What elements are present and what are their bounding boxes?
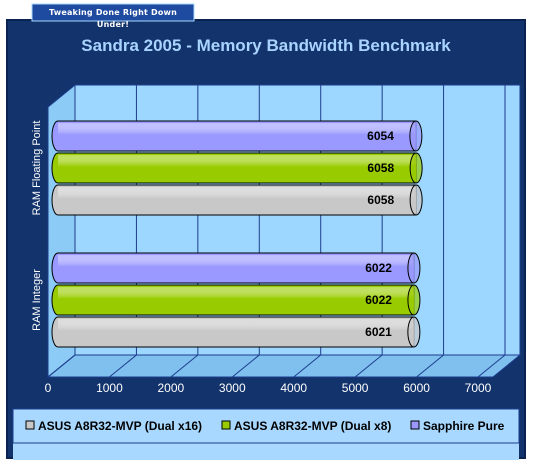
legend-item: ASUS A8R32-MVP (Dual x8) bbox=[221, 419, 391, 433]
bar-cap bbox=[409, 152, 423, 184]
grid-line-floor bbox=[231, 354, 260, 378]
bar-cap bbox=[409, 120, 423, 152]
bar: 6021 bbox=[51, 316, 421, 348]
bar-value-label: 6058 bbox=[367, 161, 394, 175]
plot-area: 6021 6022 6022 6058 6058 6054 0 1000 2000 3000 40… bbox=[31, 83, 522, 395]
bar-sheen bbox=[58, 255, 414, 281]
legend-item: ASUS A8R32-MVP (Dual x16) bbox=[25, 419, 202, 433]
x-tick-label: 0 bbox=[45, 381, 52, 395]
grid-line-floor bbox=[47, 354, 76, 378]
x-tick-label: 7000 bbox=[465, 381, 492, 395]
x-axis-ticks: 0 1000 2000 3000 4000 5000 6000 7000 bbox=[45, 381, 492, 395]
legend-box bbox=[12, 408, 520, 444]
bar: 6058 bbox=[51, 184, 423, 216]
grid-line-floor bbox=[109, 354, 137, 378]
grid-line-floor bbox=[416, 354, 444, 378]
category-label: RAM Floating Point bbox=[31, 121, 43, 216]
bar: 6022 bbox=[51, 284, 421, 316]
grid-line-floor bbox=[477, 354, 506, 378]
legend-swatch bbox=[25, 420, 35, 430]
bar-sheen bbox=[58, 187, 417, 213]
bar-value-label: 6021 bbox=[365, 325, 392, 339]
bar: 6054 bbox=[51, 120, 423, 152]
legend: ASUS A8R32-MVP (Dual x16) ASUS A8R32-MVP … bbox=[12, 408, 520, 444]
legend-swatch bbox=[221, 420, 231, 430]
bar-value-label: 6058 bbox=[367, 193, 394, 207]
tagline: Tweaking Done Right Down Under! bbox=[48, 8, 178, 29]
bars: 6021 6022 6022 6058 6058 6054 bbox=[51, 120, 423, 348]
legend-label: ASUS A8R32-MVP (Dual x8) bbox=[234, 419, 391, 433]
bar-sheen bbox=[58, 287, 414, 313]
x-tick-label: 4000 bbox=[280, 381, 307, 395]
y-axis-categories: RAM Integer RAM Floating Point bbox=[31, 121, 43, 331]
grid-line-floor bbox=[170, 354, 199, 378]
bar: 6022 bbox=[51, 252, 421, 284]
legend-item: Sapphire Pure bbox=[410, 419, 505, 433]
chart-title: Sandra 2005 - Memory Bandwidth Benchmark bbox=[81, 36, 451, 55]
x-tick-label: 2000 bbox=[158, 381, 185, 395]
grid-line-floor bbox=[293, 354, 322, 378]
bar-cap bbox=[407, 252, 421, 284]
bar-value-label: 6022 bbox=[365, 261, 392, 275]
category-label: RAM Integer bbox=[31, 269, 43, 331]
bar: 6058 bbox=[51, 152, 423, 184]
bar-cap bbox=[407, 284, 421, 316]
banner-tab bbox=[31, 3, 195, 22]
bar-value-label: 6054 bbox=[367, 129, 394, 143]
legend-label: ASUS A8R32-MVP (Dual x16) bbox=[38, 419, 202, 433]
bar-cap bbox=[407, 316, 421, 348]
x-tick-label: 5000 bbox=[342, 381, 369, 395]
bar-sheen bbox=[58, 155, 417, 181]
x-tick-label: 6000 bbox=[403, 381, 430, 395]
x-tick-label: 1000 bbox=[96, 381, 123, 395]
grid-line-floor bbox=[354, 354, 383, 378]
plot-floor bbox=[46, 354, 522, 378]
bar-sheen bbox=[58, 123, 416, 149]
x-tick-label: 3000 bbox=[219, 381, 246, 395]
bar-cap bbox=[409, 184, 423, 216]
bar-sheen bbox=[58, 319, 414, 345]
bar-value-label: 6022 bbox=[365, 293, 392, 307]
legend-label: Sapphire Pure bbox=[423, 419, 505, 433]
legend-swatch bbox=[410, 420, 420, 430]
